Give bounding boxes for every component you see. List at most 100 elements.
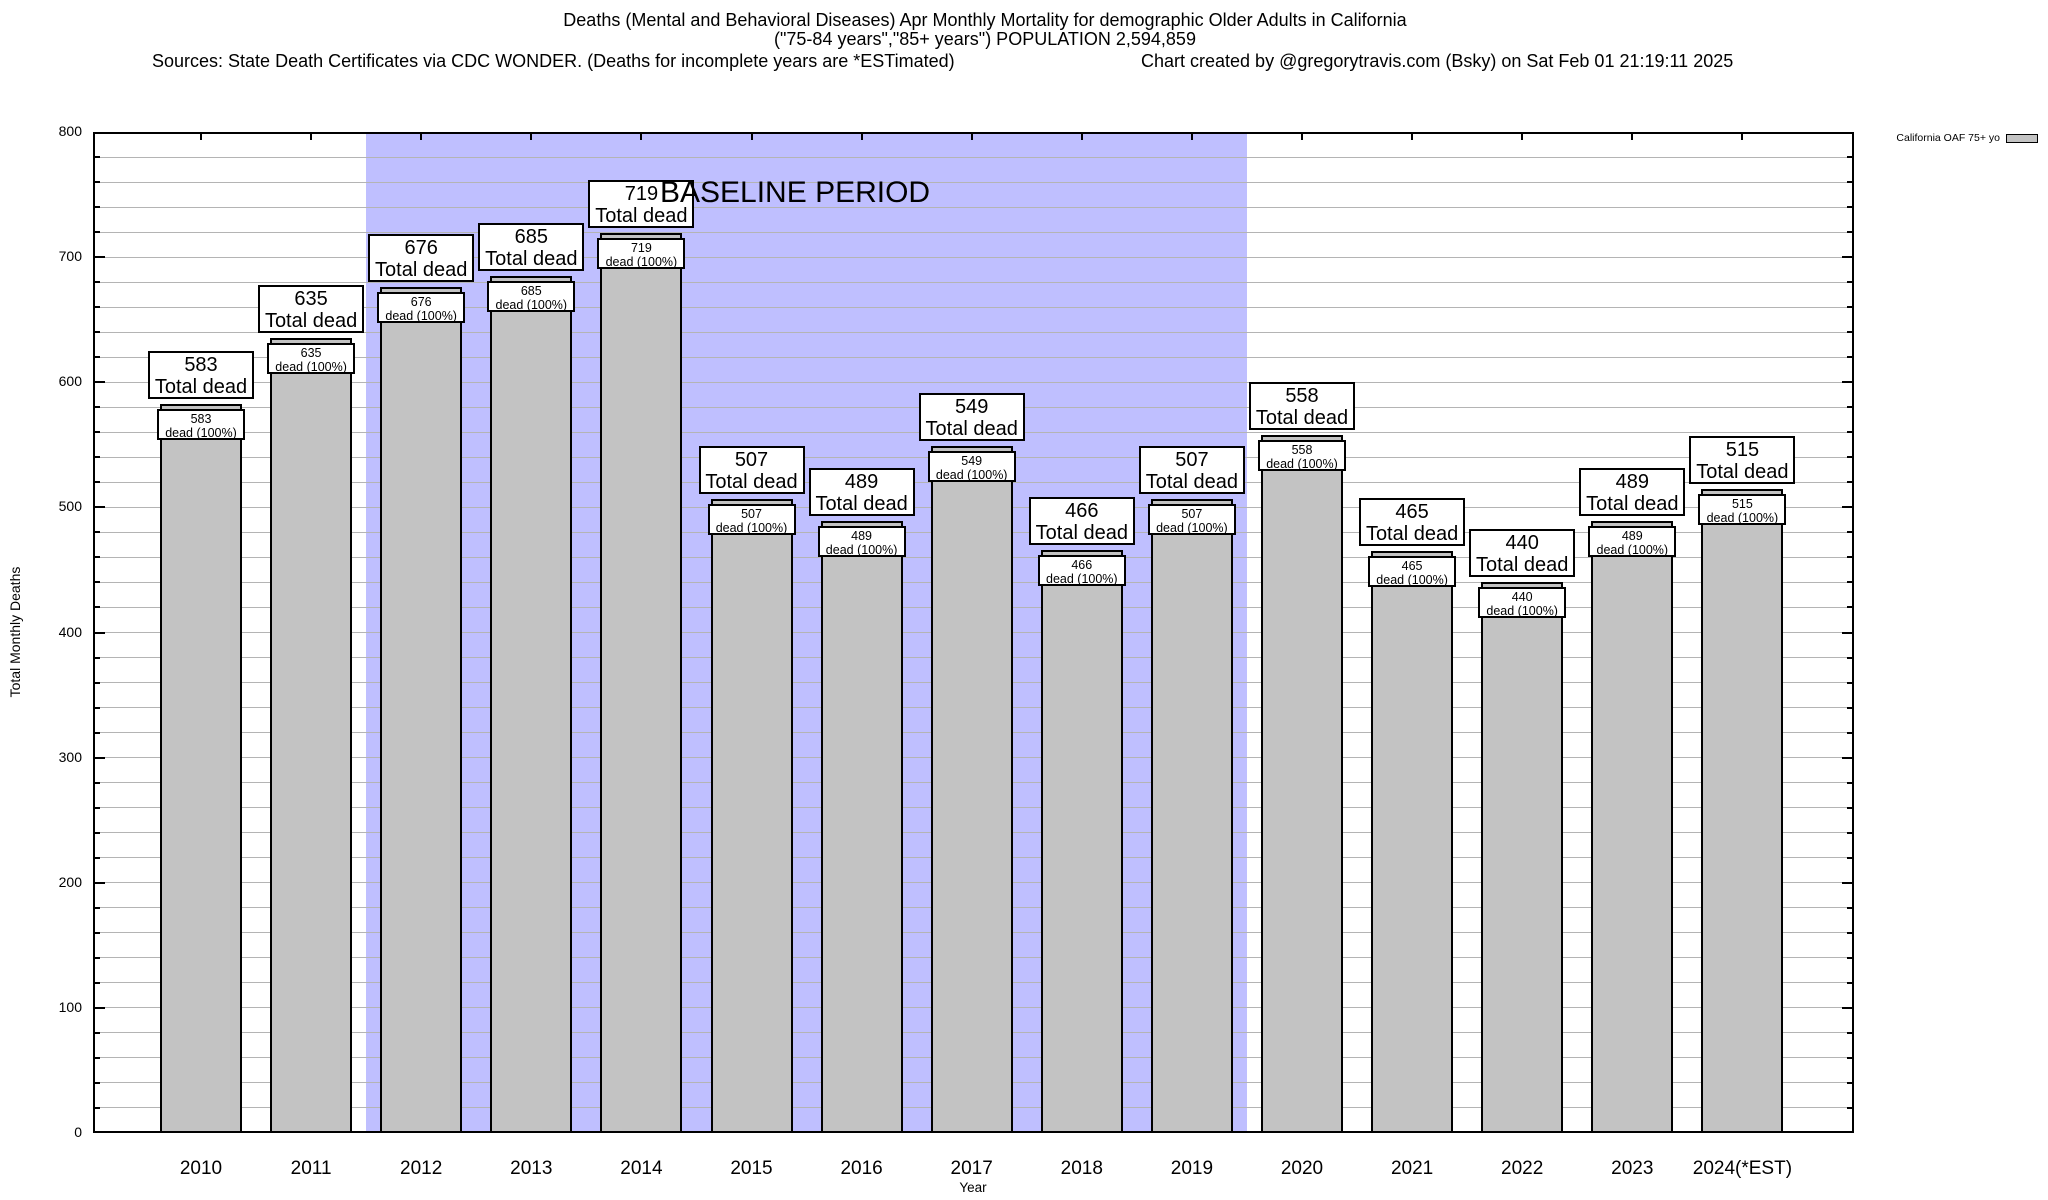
- y-axis-tick: [1847, 206, 1854, 209]
- y-axis-tick: [93, 1006, 105, 1009]
- bar-inline-label: 466 dead (100%): [1037, 554, 1126, 586]
- y-axis-tick: [93, 306, 100, 309]
- y-axis-tick: [93, 781, 100, 784]
- y-axis-tick: [1847, 156, 1854, 159]
- x-axis-tick: [1741, 132, 1744, 140]
- y-axis-tick: [93, 756, 105, 759]
- x-tick-label: 2021: [1390, 1158, 1434, 1179]
- y-axis-tick: [1847, 456, 1854, 459]
- bar-inline-label: 635 dead (100%): [267, 343, 356, 375]
- y-axis-tick: [93, 1056, 100, 1059]
- y-axis-tick: [93, 656, 100, 659]
- y-axis-tick: [93, 831, 100, 834]
- y-axis-tick: [93, 431, 100, 434]
- bar: [160, 403, 242, 1133]
- bar-inline-label: 515 dead (100%): [1698, 493, 1787, 525]
- y-axis-tick: [93, 881, 105, 884]
- y-axis-tick: [1847, 656, 1854, 659]
- x-axis-tick: [1521, 132, 1524, 140]
- gridline: [93, 356, 1854, 358]
- bar: [600, 233, 683, 1133]
- y-axis-tick: [1847, 731, 1854, 734]
- bar-inline-label: 489 dead (100%): [1588, 526, 1677, 558]
- y-axis-tick: [93, 806, 100, 809]
- bar: [490, 275, 573, 1133]
- bar-inline-label: 489 dead (100%): [817, 526, 906, 558]
- y-axis-tick: [93, 156, 100, 159]
- y-axis-tick: [1847, 231, 1854, 234]
- y-tick-label: 600: [58, 373, 82, 390]
- y-tick-label: 200: [58, 873, 82, 890]
- y-axis-tick: [93, 481, 100, 484]
- bar-total-label: 549 Total dead: [918, 393, 1025, 442]
- bar-inline-label: 676 dead (100%): [377, 292, 466, 324]
- bar-inline-label: 549 dead (100%): [927, 451, 1016, 483]
- gridline: [93, 306, 1854, 308]
- y-axis-tick: [93, 956, 100, 959]
- y-axis-tick: [1847, 606, 1854, 609]
- bar: [270, 338, 353, 1133]
- y-tick-label: 400: [58, 623, 82, 640]
- legend-swatch: [2006, 133, 2038, 143]
- bar: [1371, 551, 1454, 1133]
- y-axis-tick: [93, 706, 100, 709]
- y-axis-tick: [1847, 856, 1854, 859]
- x-axis-tick: [970, 132, 973, 140]
- bar: [1150, 498, 1233, 1133]
- gridline: [93, 331, 1854, 333]
- y-axis-tick: [1842, 1006, 1854, 1009]
- y-axis-tick: [1847, 681, 1854, 684]
- y-axis-tick: [93, 581, 100, 584]
- x-axis-tick: [750, 132, 753, 140]
- gridline: [93, 281, 1854, 283]
- x-tick-label: 2024(*EST): [1692, 1158, 1793, 1179]
- y-axis-tick: [1847, 481, 1854, 484]
- y-axis-tick: [1847, 1106, 1854, 1109]
- y-tick-label: 800: [58, 123, 82, 139]
- bar: [710, 498, 793, 1133]
- x-axis-tick: [1190, 132, 1193, 140]
- gridline: [93, 156, 1854, 158]
- bar: [1261, 434, 1343, 1133]
- bar-total-label: 466 Total dead: [1028, 496, 1135, 545]
- y-axis-tick: [1847, 1056, 1854, 1059]
- y-axis-tick: [1847, 981, 1854, 984]
- y-axis-tick: [1847, 306, 1854, 309]
- x-axis-tick: [1411, 132, 1414, 140]
- y-axis-tick: [1847, 181, 1854, 184]
- y-axis-tick: [1847, 781, 1854, 784]
- bar-inline-label: 507 dead (100%): [1147, 503, 1236, 535]
- x-tick-label: 2013: [510, 1158, 553, 1179]
- gridline: [93, 256, 1854, 258]
- x-tick-label: 2019: [1170, 1158, 1214, 1179]
- bar-total-label: 685 Total dead: [478, 222, 585, 271]
- y-axis-tick: [1847, 356, 1854, 359]
- y-axis-tick: [1847, 581, 1854, 584]
- legend-series-label: California OAF 75+ yo: [1896, 132, 2000, 144]
- y-tick-label: 100: [58, 998, 82, 1015]
- x-tick-label: 2016: [840, 1158, 883, 1179]
- y-axis-tick: [93, 281, 100, 284]
- y-axis-tick: [1847, 556, 1854, 559]
- y-axis-tick: [1842, 506, 1854, 509]
- y-axis-tick: [93, 681, 100, 684]
- bar: [1481, 582, 1564, 1133]
- y-axis-tick: [1847, 806, 1854, 809]
- x-tick-label: 2012: [400, 1158, 443, 1179]
- y-axis-tick: [93, 256, 105, 259]
- y-axis-tick: [1842, 256, 1854, 259]
- x-axis-tick: [1301, 132, 1303, 140]
- bar-inline-label: 685 dead (100%): [487, 280, 576, 312]
- y-axis-tick: [93, 606, 100, 609]
- y-tick-label: 500: [58, 498, 82, 515]
- y-axis-tick: [1847, 1031, 1854, 1034]
- y-axis-tick: [1847, 331, 1854, 334]
- bar-inline-label: 465 dead (100%): [1368, 556, 1457, 588]
- y-axis-tick: [1847, 906, 1854, 909]
- bar-inline-label: 583 dead (100%): [157, 408, 245, 440]
- bar-total-label: 635 Total dead: [258, 285, 365, 334]
- y-axis-tick: [1847, 706, 1854, 709]
- y-axis-tick: [93, 1031, 100, 1034]
- gridline: [93, 381, 1854, 383]
